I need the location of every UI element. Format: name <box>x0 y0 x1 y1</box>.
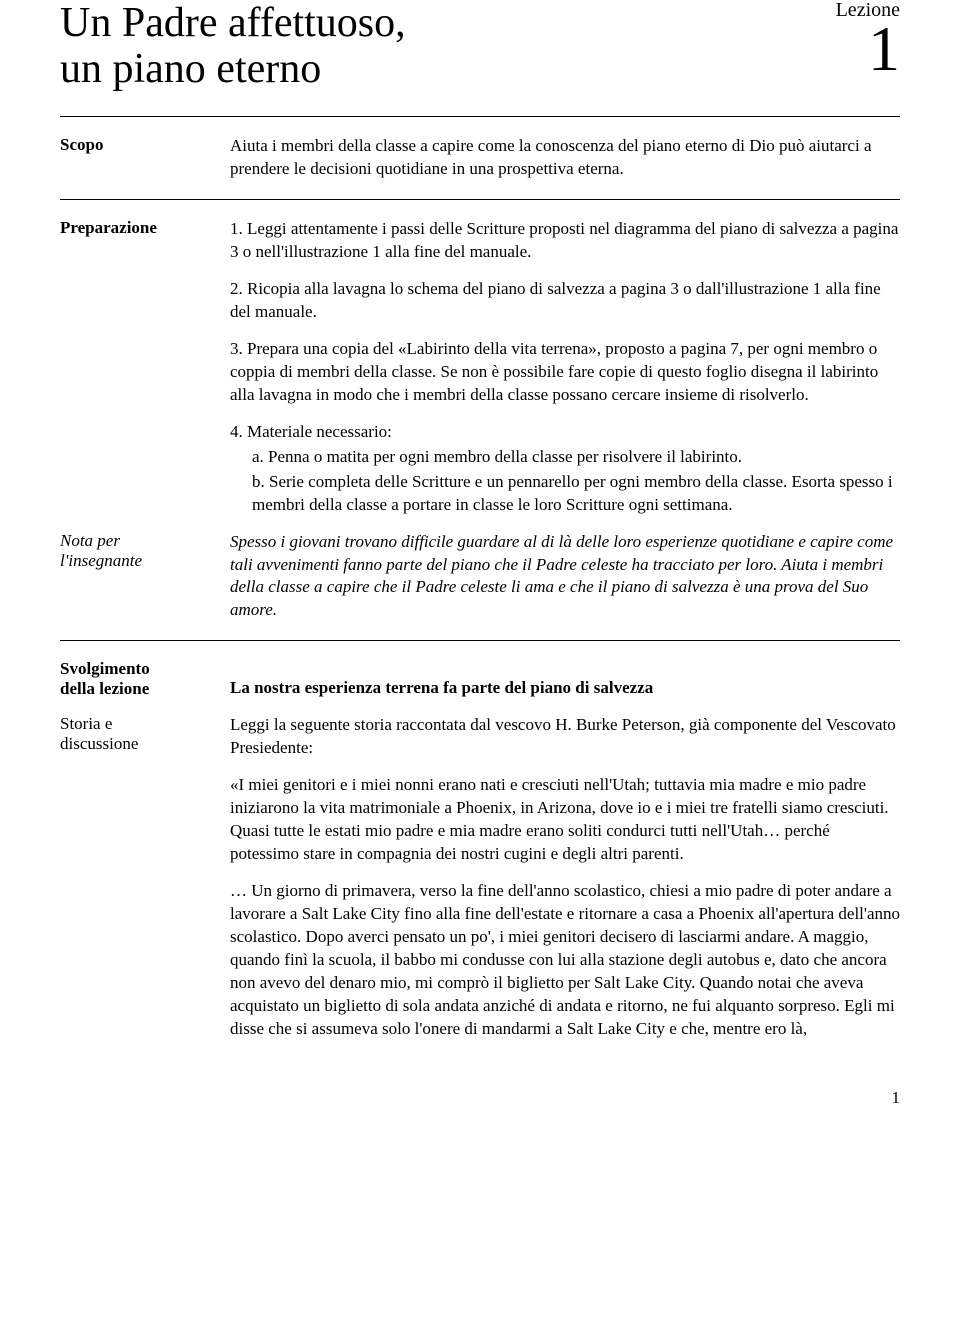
svolgimento-heading: La nostra esperienza terrena fa parte de… <box>230 677 900 700</box>
title-line-1: Un Padre affettuoso, <box>60 0 406 46</box>
label-svolgimento: Svolgimento della lezione <box>60 659 230 700</box>
prep-item-2: 2. Ricopia alla lavagna lo schema del pi… <box>230 278 900 324</box>
content-preparazione: 1. Leggi attentamente i passi delle Scri… <box>230 218 900 516</box>
content-nota: Spesso i giovani trovano difficile guard… <box>230 531 900 623</box>
nota-label-line2: l'insegnante <box>60 551 142 570</box>
storia-p2: «I miei genitori e i miei nonni erano na… <box>230 774 900 866</box>
content-scopo: Aiuta i membri della classe a capire com… <box>230 135 900 181</box>
lesson-number: 1 <box>836 20 900 78</box>
svolg-label-line2: della lezione <box>60 679 149 698</box>
scopo-text: Aiuta i membri della classe a capire com… <box>230 135 900 181</box>
main-title: Un Padre affettuoso, un piano eterno <box>60 0 406 92</box>
label-nota: Nota per l'insegnante <box>60 531 230 623</box>
nota-label-line1: Nota per <box>60 531 120 550</box>
storia-p3: … Un giorno di primavera, verso la fine … <box>230 880 900 1041</box>
svolg-label-line1: Svolgimento <box>60 659 150 678</box>
lesson-box: Lezione 1 <box>836 0 900 78</box>
section-preparazione: Preparazione 1. Leggi attentamente i pas… <box>60 199 900 640</box>
prep-item-1: 1. Leggi attentamente i passi delle Scri… <box>230 218 900 264</box>
header-row: Un Padre affettuoso, un piano eterno Lez… <box>60 0 900 92</box>
label-scopo: Scopo <box>60 135 230 181</box>
storia-p1: Leggi la seguente storia raccontata dal … <box>230 714 900 760</box>
label-storia: Storia e discussione <box>60 714 230 1040</box>
label-preparazione: Preparazione <box>60 218 230 516</box>
section-svolgimento: Svolgimento della lezione La nostra espe… <box>60 640 900 1058</box>
content-svolgimento: La nostra esperienza terrena fa parte de… <box>230 659 900 700</box>
section-scopo: Scopo Aiuta i membri della classe a capi… <box>60 116 900 199</box>
prep-item-4-head: 4. Materiale necessario: <box>230 421 900 444</box>
prep-item-3: 3. Prepara una copia del «Labirinto dell… <box>230 338 900 407</box>
prep-item-4a: a. Penna o matita per ogni membro della … <box>230 446 900 469</box>
title-line-2: un piano eterno <box>60 46 321 92</box>
prep-item-4b: b. Serie completa delle Scritture e un p… <box>230 471 900 517</box>
page-number: 1 <box>60 1088 900 1108</box>
storia-label-line2: discussione <box>60 734 138 753</box>
content-storia: Leggi la seguente storia raccontata dal … <box>230 714 900 1040</box>
storia-label-line1: Storia e <box>60 714 112 733</box>
nota-text: Spesso i giovani trovano difficile guard… <box>230 531 900 623</box>
page-container: Un Padre affettuoso, un piano eterno Lez… <box>0 0 960 1148</box>
